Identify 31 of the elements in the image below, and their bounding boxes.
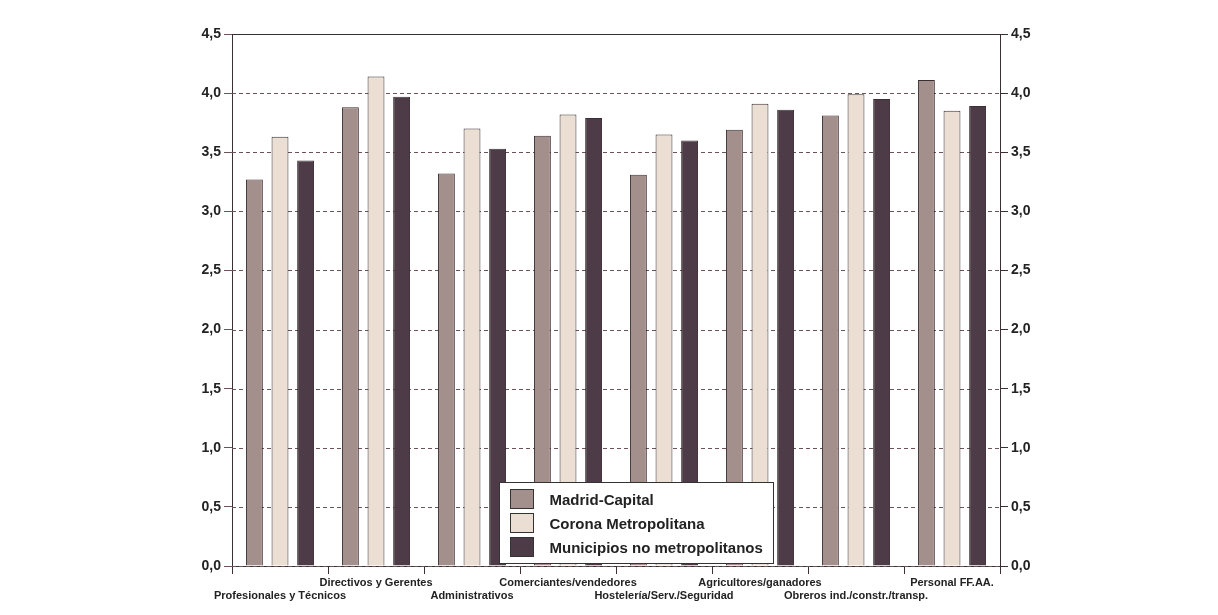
y2-tick-label: 1,5: [1011, 379, 1031, 396]
x-tick-label: Personal FF.AA.: [910, 575, 994, 588]
y2-tick-label: 3,0: [1011, 202, 1031, 219]
y-tick-label: 4,0: [201, 83, 222, 100]
legend-label: Municipios no metropolitanos: [549, 538, 763, 556]
y-tick-label: 3,0: [201, 202, 222, 219]
x-tick-label: Profesionales y Técnicos: [213, 588, 347, 601]
y-tick-label: 1,5: [201, 379, 222, 396]
y-tick-label: 3,5: [201, 143, 222, 160]
y2-tick-label: 1,0: [1011, 438, 1031, 455]
x-tick-label: Obreros ind./constr./transp.: [783, 588, 929, 601]
y2-tick-label: 2,5: [1011, 261, 1031, 278]
y2-tick-label: 2,0: [1011, 320, 1031, 337]
y2-tick-label: 0,5: [1011, 497, 1031, 514]
y-tick-label: 2,0: [201, 320, 222, 337]
y-tick-label: 1,0: [201, 438, 222, 455]
y-tick-label: 0,5: [201, 497, 222, 514]
y-tick-label: 2,5: [201, 261, 222, 278]
y2-tick-label: 3,5: [1011, 143, 1031, 160]
x-tick-label: Administrativos: [430, 588, 514, 601]
y2-tick-label: 0,0: [1011, 556, 1031, 573]
y2-tick-label: 4,5: [1011, 24, 1031, 41]
x-tick-label: Directivos y Gerentes: [319, 575, 433, 588]
legend-label: Corona Metropolitana: [549, 514, 705, 532]
x-tick-label: Hostelería/Serv./Seguridad: [594, 588, 734, 601]
y-tick-label: 0,0: [201, 556, 222, 573]
legend-label: Madrid-Capital: [549, 490, 654, 508]
y2-tick-label: 4,0: [1011, 83, 1031, 100]
x-tick-label: Agricultores/ganadores: [698, 575, 822, 588]
y-tick-label: 4,5: [201, 24, 222, 41]
x-tick-label: Comerciantes/vendedores: [499, 575, 637, 588]
